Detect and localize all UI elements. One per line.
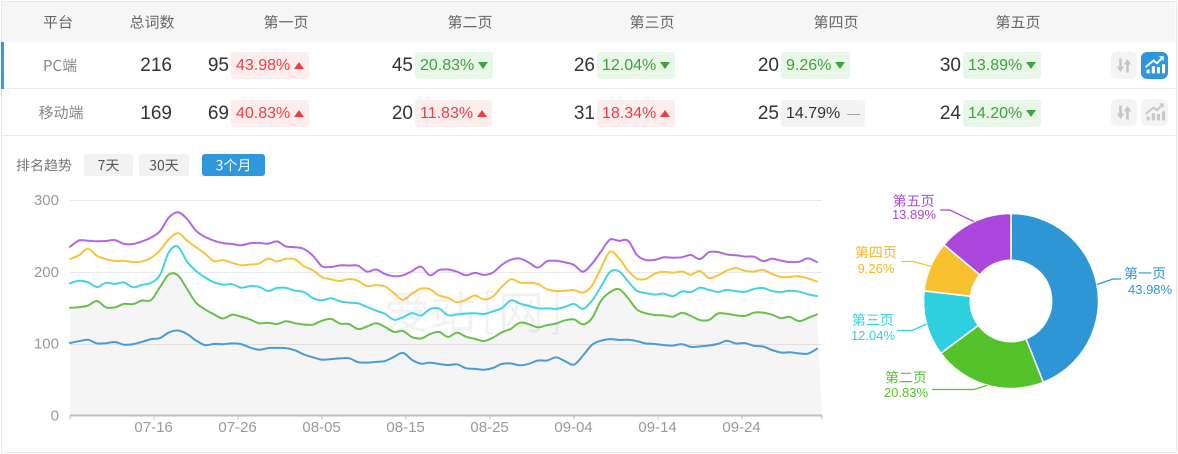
svg-text:09-14: 09-14 (638, 419, 676, 436)
svg-text:09-04: 09-04 (554, 419, 592, 436)
svg-text:300: 300 (34, 192, 59, 209)
svg-text:0: 0 (51, 407, 59, 424)
svg-text:08-15: 08-15 (386, 419, 424, 436)
svg-text:09-24: 09-24 (722, 419, 760, 436)
svg-text:07-16: 07-16 (134, 419, 172, 436)
svg-text:08-25: 08-25 (470, 419, 508, 436)
svg-text:100: 100 (34, 336, 59, 353)
svg-text:200: 200 (34, 264, 59, 281)
svg-text:07-26: 07-26 (218, 419, 256, 436)
svg-text:08-05: 08-05 (302, 419, 340, 436)
